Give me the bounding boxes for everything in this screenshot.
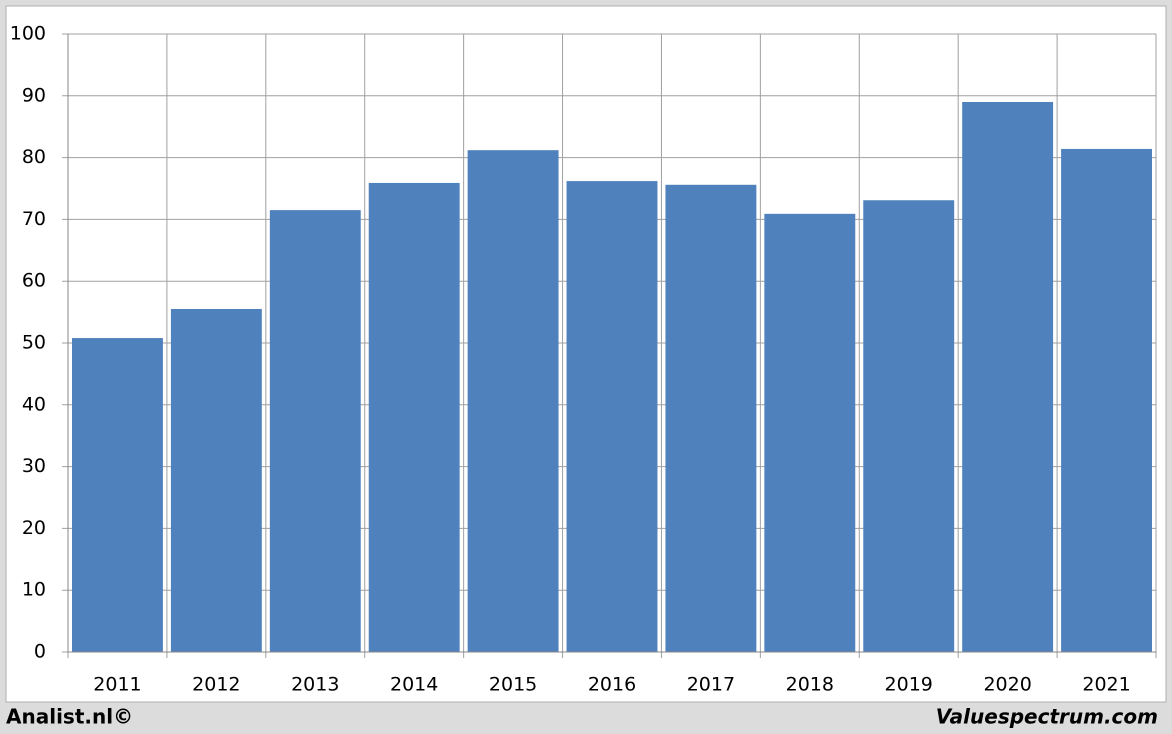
bar [962, 101, 1054, 653]
footer-left: Analist.nl© [6, 705, 133, 729]
bar [269, 210, 361, 652]
bar [72, 338, 163, 652]
y-tick-label: 50 [22, 332, 46, 354]
y-tick-label: 100 [10, 23, 46, 45]
bar [566, 181, 658, 653]
y-tick-label: 40 [22, 393, 46, 415]
y-tick-label: 20 [22, 517, 46, 539]
bar [1061, 148, 1152, 652]
x-tick-label: 2014 [390, 674, 438, 696]
y-tick-label: 80 [22, 146, 46, 168]
y-tick-label: 70 [22, 208, 46, 230]
y-tick-label: 30 [22, 455, 46, 477]
x-tick-label: 2012 [192, 674, 240, 696]
bar [764, 213, 856, 652]
x-tick-label: 2013 [291, 674, 339, 696]
bar [863, 200, 955, 652]
bar [665, 184, 757, 653]
x-tick-label: 2017 [687, 674, 735, 696]
y-tick-label: 10 [22, 579, 46, 601]
x-tick-label: 2018 [786, 674, 834, 696]
x-tick-label: 2019 [885, 674, 933, 696]
footer-right: Valuespectrum.com [936, 705, 1158, 729]
x-tick-label: 2020 [983, 674, 1031, 696]
y-tick-label: 60 [22, 270, 46, 292]
y-tick-label: 90 [22, 84, 46, 106]
x-tick-label: 2021 [1082, 674, 1130, 696]
x-tick-label: 2011 [93, 674, 141, 696]
x-tick-label: 2016 [588, 674, 636, 696]
x-tick-label: 2015 [489, 674, 537, 696]
bar [368, 182, 460, 653]
y-tick-label: 0 [34, 641, 46, 663]
bar [467, 150, 559, 652]
bar [170, 309, 262, 652]
